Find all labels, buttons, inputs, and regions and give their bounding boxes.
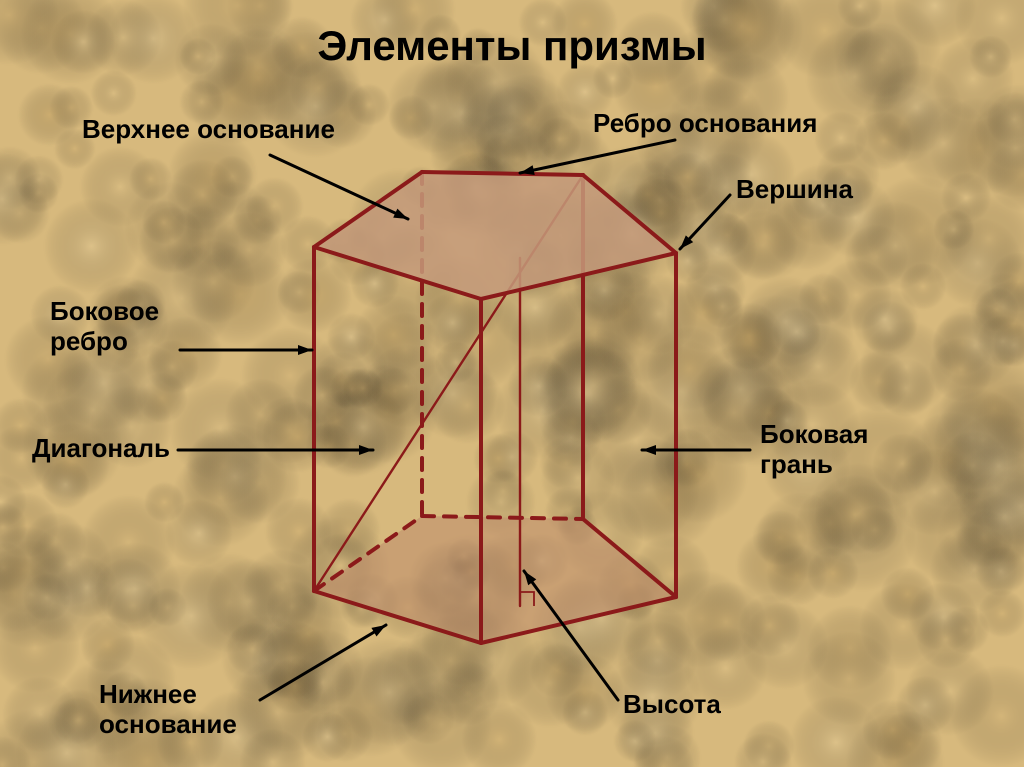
label-side_face: Боковая грань	[760, 420, 868, 480]
label-bottom_base: Нижнее основание	[99, 680, 237, 740]
label-side_edge: Боковое ребро	[50, 297, 159, 357]
label-top_base: Верхнее основание	[82, 115, 335, 145]
label-vertex: Вершина	[736, 175, 853, 205]
diagram-title: Элементы призмы	[0, 22, 1024, 70]
label-base_edge: Ребро основания	[593, 109, 817, 139]
label-diagonal: Диагональ	[32, 434, 170, 464]
label-height: Высота	[623, 690, 721, 720]
